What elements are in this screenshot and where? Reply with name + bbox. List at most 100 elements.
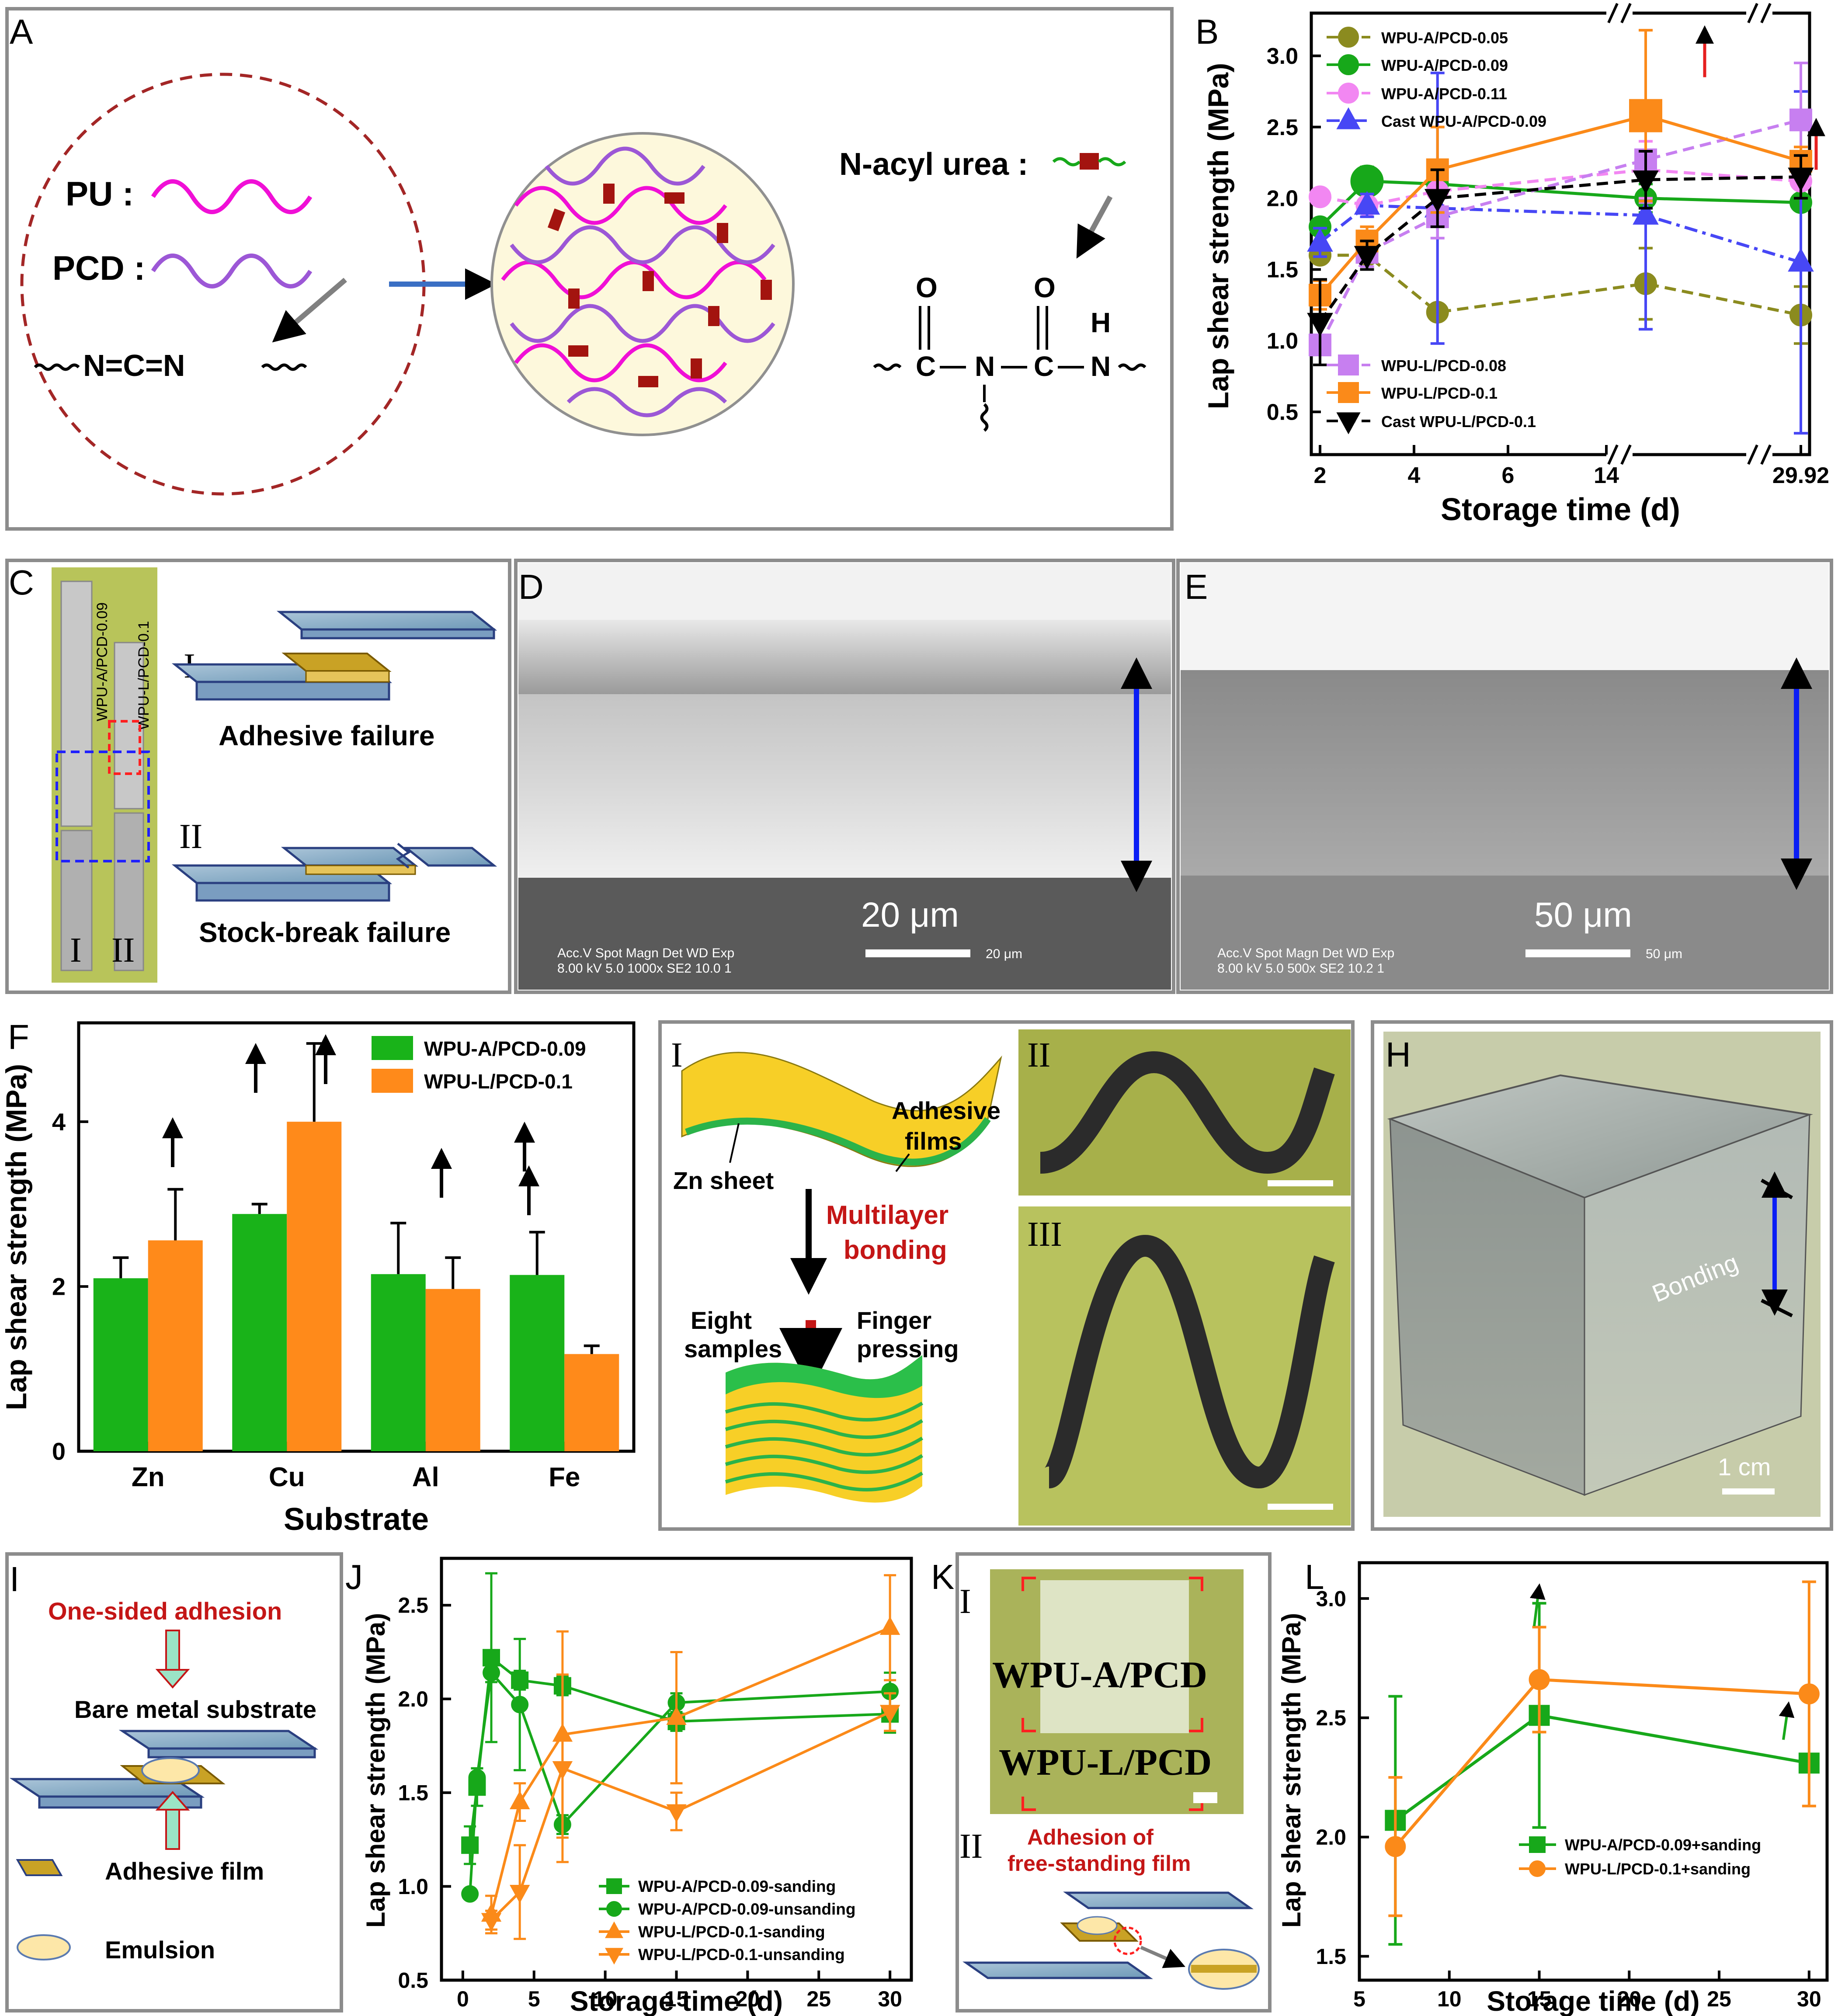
nacyl-icon-left <box>1052 157 1081 167</box>
j-ytick-label-0: 0.5 <box>398 1968 428 1993</box>
l-point-1-0 <box>1385 1836 1406 1857</box>
g-adhesive-label: Adhesive <box>892 1097 1001 1124</box>
j-legend-marker-0 <box>606 1878 622 1894</box>
l-legend-marker-1 <box>1529 1860 1546 1877</box>
k-wpu-a: WPU-A/PCD <box>992 1654 1207 1696</box>
panel-i: I One-sided adhesion Bare metal substrat… <box>5 1552 343 2013</box>
i-emulsion-legend-icon <box>17 1934 71 1960</box>
j-ytick-label-3: 2.0 <box>398 1687 428 1711</box>
pcd-label: PCD : <box>52 249 145 287</box>
j-legend-label-2: WPU-L/PCD-0.1-sanding <box>638 1923 825 1941</box>
h-scale-bar <box>1722 1488 1775 1495</box>
panel-e-border <box>1176 559 1833 994</box>
l-xtick-label-3: 20 <box>1617 1987 1641 2011</box>
b-point-5-3 <box>1629 99 1662 132</box>
b-legend-label-0: WPU-A/PCD-0.05 <box>1381 29 1508 47</box>
j-xtick-label-5: 25 <box>806 1987 831 2011</box>
j-point-1-1 <box>468 1769 486 1787</box>
panel-e: E 50 μm Acc.V Spot Magn Det WD Exp 8.00 … <box>1176 559 1833 994</box>
l-ytick-label-1: 2.0 <box>1316 1825 1346 1849</box>
f-bar-1-0 <box>148 1240 203 1451</box>
stock-break-diagram <box>171 843 497 902</box>
panel-h-border <box>1371 1020 1833 1531</box>
b-xtick-label-2: 6 <box>1502 463 1515 488</box>
b-ytick-label-4: 2.5 <box>1267 115 1298 140</box>
i-emulsion-blob <box>141 1757 200 1783</box>
mode-II: II <box>179 817 202 856</box>
j-point-1-0 <box>461 1885 479 1903</box>
b-legend-marker-1 <box>1338 54 1359 75</box>
l-x-axis-label: Storage time (d) <box>1487 1985 1699 2016</box>
panel-c: C WPU-A/PCD-0.09 WPU-L/PCD-0.1 I II I Ad… <box>5 559 511 994</box>
panel-a-border <box>5 7 1174 531</box>
j-series-line-0 <box>469 1655 890 1846</box>
g-eight-2: samples <box>684 1335 782 1363</box>
j-legend-marker-3 <box>605 1948 623 1965</box>
h-scale-text: 1 cm <box>1718 1453 1771 1481</box>
scale-text-d: 20 μm <box>861 895 959 934</box>
b-point-3-0 <box>1307 228 1333 252</box>
scale-bar-e <box>1525 949 1630 957</box>
f-x-axis-label: Substrate <box>284 1502 429 1537</box>
j-xtick-label-1: 5 <box>528 1987 540 2011</box>
b-legend-label-2: WPU-A/PCD-0.11 <box>1381 85 1507 103</box>
g-adhesive-label2: films <box>905 1127 962 1155</box>
adhesive-failure-diagram <box>171 611 497 701</box>
pu-chain <box>151 179 313 214</box>
b-break-mark-2 <box>1747 3 1758 24</box>
k-zoom-circle <box>1113 1926 1142 1955</box>
k-scale-bar <box>1193 1792 1217 1803</box>
panel-g-border <box>658 1020 1355 1531</box>
f-ytick-label-2: 4 <box>52 1108 66 1136</box>
b-legend-marker-4 <box>1338 355 1359 375</box>
k-lower-plate <box>962 1961 1153 1979</box>
b-point-6-0 <box>1307 313 1333 337</box>
b-break-mark-3 <box>1760 3 1772 24</box>
g-finger-2: pressing <box>857 1335 959 1363</box>
k-adhesion-1: Adhesion of <box>1027 1825 1154 1849</box>
b-break-mark-7 <box>1760 444 1772 465</box>
panel-label-d: D <box>518 567 544 606</box>
g-II: II <box>1027 1036 1050 1074</box>
i-adhesive-legend-icon <box>16 1859 63 1876</box>
b-ytick-label-2: 1.5 <box>1267 257 1298 283</box>
grey-arrow-a1 <box>272 278 347 343</box>
nacyl-structure: C O N C O N H <box>873 272 1147 432</box>
j-y-axis-label: Lap shear strength (MPa) <box>361 1613 390 1928</box>
h-tick-top <box>1761 1178 1793 1199</box>
b-ytick-label-0: 0.5 <box>1267 400 1298 425</box>
j-legend-marker-1 <box>606 1901 622 1917</box>
atom-o2: O <box>1034 272 1056 303</box>
grey-arrow-a2 <box>1076 195 1113 259</box>
i-bare-metal: Bare metal substrate <box>74 1696 316 1723</box>
j-series-line-2 <box>490 1626 891 1915</box>
b-legend-marker-0 <box>1338 27 1359 48</box>
panel-label-e: E <box>1185 567 1208 606</box>
l-legend-label-0: WPU-A/PCD-0.09+sanding <box>1565 1836 1761 1854</box>
i-arrow-head-bottom <box>155 1790 190 1811</box>
f-bar-1-1 <box>287 1122 342 1451</box>
panel-label-a: A <box>10 12 33 51</box>
f-ytick-label-1: 2 <box>52 1273 66 1300</box>
l-series-line-0 <box>1394 1714 1810 1822</box>
j-x-axis-label: Storage time (d) <box>570 1985 783 2016</box>
b-point-6-1 <box>1354 246 1380 270</box>
sem-e-top <box>1181 563 1829 670</box>
l-xtick-label-2: 15 <box>1527 1987 1552 2011</box>
b-legend-label-3: Cast WPU-A/PCD-0.09 <box>1381 112 1546 130</box>
b-legend-label-1: WPU-A/PCD-0.09 <box>1381 56 1508 74</box>
b-break-mark-4 <box>1607 444 1619 465</box>
j-point-1-2 <box>483 1664 500 1682</box>
b-break-mark-1 <box>1620 3 1632 24</box>
chart-b: 0.5 1.0 1.5 2.0 2.5 3.0 2 4 6 14 29.92 Storage time… <box>1202 2 1829 527</box>
f-bar-1-2 <box>425 1289 480 1451</box>
i-adhesive-legend: Adhesive film <box>105 1857 264 1885</box>
b-series-line-4 <box>1318 118 1801 346</box>
i-emulsion-legend: Emulsion <box>105 1936 215 1964</box>
b-point-6-3 <box>1633 170 1659 195</box>
g-adhesive-layer <box>685 1117 991 1166</box>
j-point-3-2 <box>552 1761 573 1780</box>
k-emulsion <box>1077 1916 1118 1935</box>
i-one-sided: One-sided adhesion <box>48 1597 282 1625</box>
l-xtick-label-5: 30 <box>1797 1987 1821 2011</box>
